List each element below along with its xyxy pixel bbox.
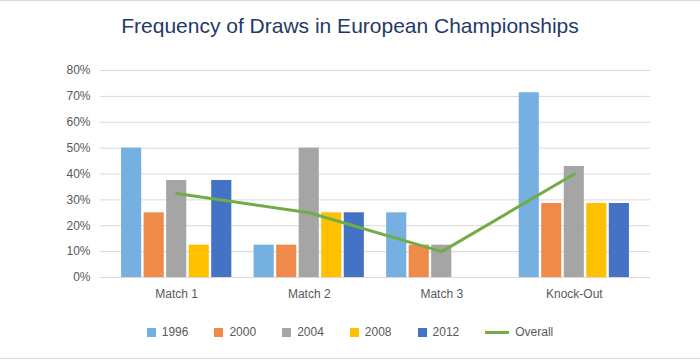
svg-text:Match 3: Match 3: [420, 287, 463, 301]
html-text:2004: 2004: [297, 325, 324, 339]
svg-text:Match 2: Match 2: [288, 287, 331, 301]
svg-text:0%: 0%: [73, 270, 91, 284]
html-text:Frequency of Draws in European: Frequency of Draws in European Champions…: [121, 14, 579, 37]
svg-text:70%: 70%: [66, 89, 90, 103]
svg-text:80%: 80%: [66, 63, 90, 77]
svg-text:Knock-Out: Knock-Out: [546, 287, 603, 301]
svg-text:60%: 60%: [66, 115, 90, 129]
svg-text:50%: 50%: [66, 141, 90, 155]
html-text:2012: 2012: [432, 325, 460, 339]
html-text:1996: 1996: [161, 325, 189, 339]
svg-text:Match 1: Match 1: [155, 287, 198, 301]
svg-text:40%: 40%: [66, 167, 90, 181]
html-text:2000: 2000: [229, 325, 257, 339]
html-text:Overall: Overall: [515, 325, 554, 339]
svg-text:30%: 30%: [66, 193, 90, 207]
svg-text:20%: 20%: [66, 219, 90, 233]
svg-text:10%: 10%: [66, 244, 90, 258]
html-text:2008: 2008: [364, 325, 392, 339]
